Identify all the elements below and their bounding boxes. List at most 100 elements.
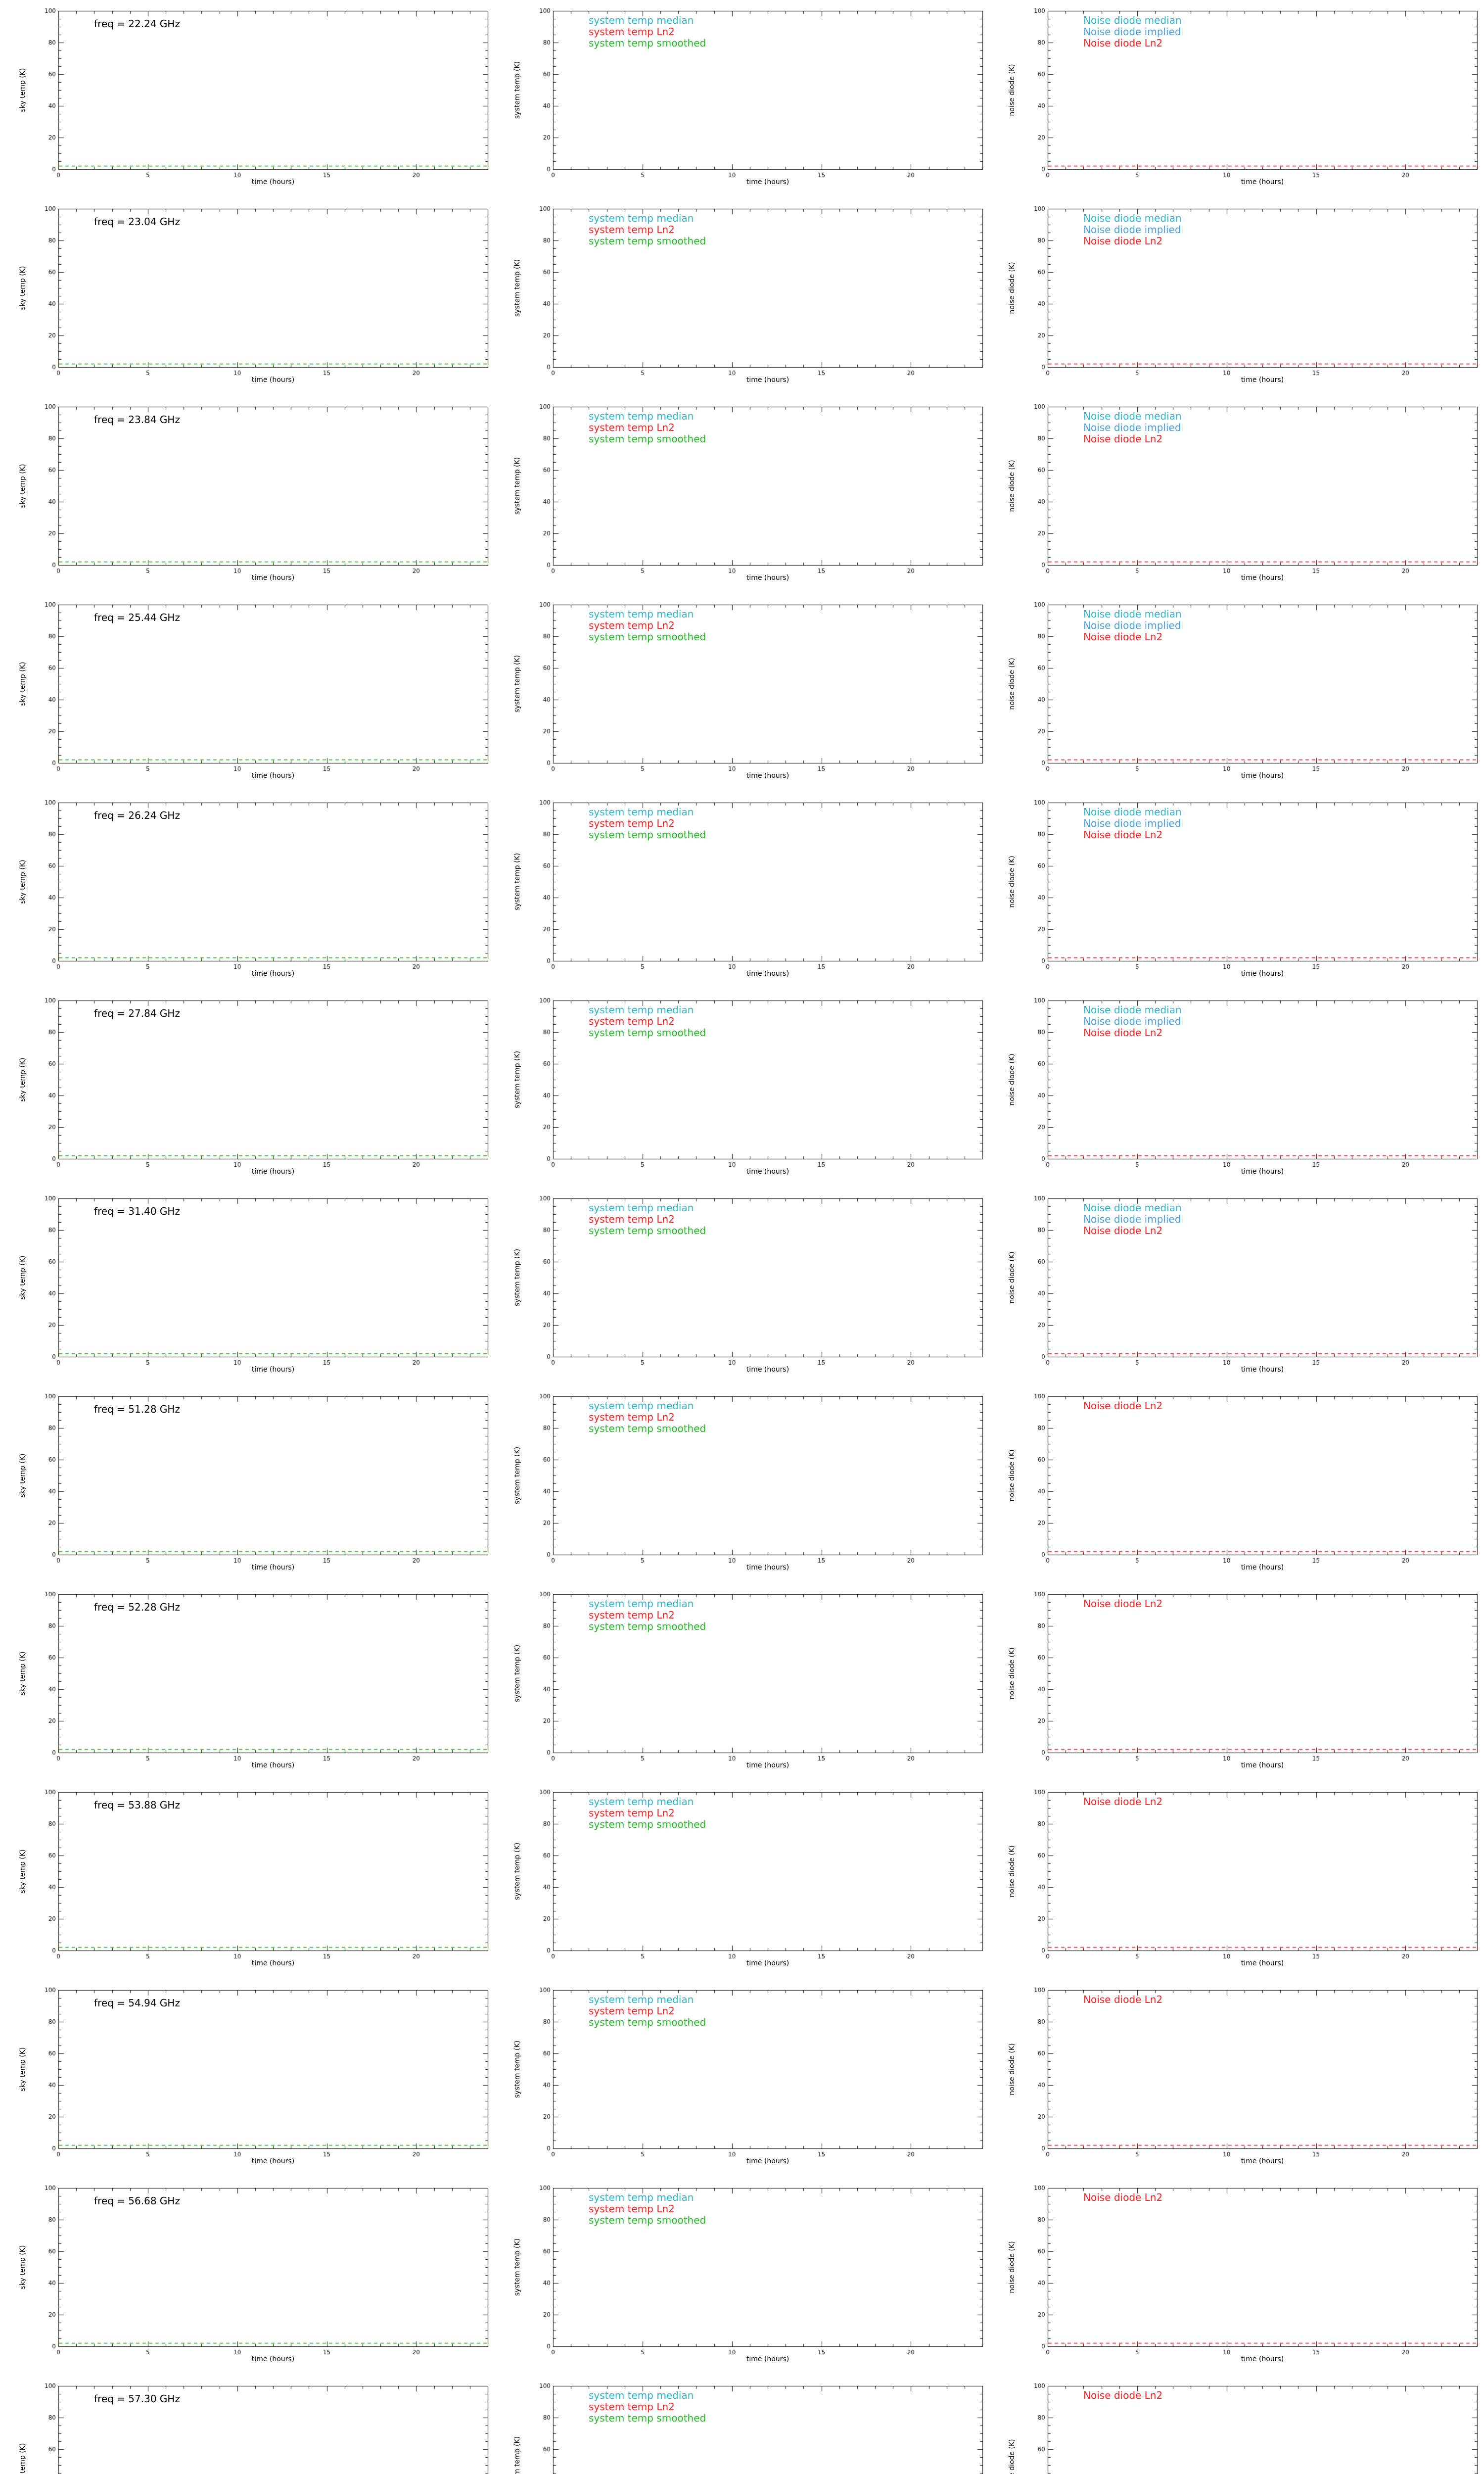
- plot-panel-mid-row13: system temp (K) time (hours) system temp…: [495, 2375, 989, 2474]
- plot-canvas: [989, 1583, 1484, 1781]
- legend-entry: system temp median: [589, 1400, 694, 1412]
- plot-legend: system temp median system temp Ln2 system …: [589, 1004, 706, 1039]
- legend-entry: system temp smoothed: [589, 829, 706, 841]
- plot-panel-mid-row7: system temp (K) time (hours) system temp…: [495, 1188, 989, 1385]
- legend-entry: Noise diode Ln2: [1083, 37, 1163, 49]
- y-axis-label: noise diode (K): [1008, 262, 1016, 314]
- plot-canvas: [0, 396, 495, 594]
- plot-panel-left-row4: sky temp (K) time (hours) freq = 25.44 G…: [0, 594, 495, 792]
- legend-entry: Noise diode Ln2: [1083, 235, 1163, 247]
- legend-entry: Noise diode median: [1083, 608, 1182, 620]
- plot-panel-mid-row5: system temp (K) time (hours) system temp…: [495, 792, 989, 990]
- x-axis-label: time (hours): [251, 178, 295, 186]
- y-axis-label: sky temp (K): [19, 662, 27, 706]
- plot-legend: Noise diode median Noise diode implied Noi…: [1083, 807, 1182, 841]
- legend-entry: Noise diode median: [1083, 212, 1182, 224]
- y-axis-label: noise diode (K): [1008, 1053, 1016, 1106]
- x-axis-label: time (hours): [746, 2355, 789, 2363]
- legend-entry: Noise diode Ln2: [1083, 2191, 1163, 2203]
- legend-entry: system temp smoothed: [589, 1225, 706, 1237]
- x-axis-label: time (hours): [251, 772, 295, 780]
- plot-panel-left-row8: sky temp (K) time (hours) freq = 51.28 G…: [0, 1385, 495, 1583]
- legend-entry: system temp Ln2: [589, 1411, 675, 1423]
- y-axis-label: sky temp (K): [19, 1453, 27, 1498]
- legend-entry: Noise diode median: [1083, 1004, 1182, 1016]
- legend-entry: system temp smoothed: [589, 37, 706, 49]
- x-axis-label: time (hours): [746, 1564, 789, 1571]
- plot-panel-mid-row4: system temp (K) time (hours) system temp…: [495, 594, 989, 792]
- plot-legend: Noise diode Ln2: [1083, 2390, 1162, 2401]
- legend-entry: system temp median: [589, 212, 694, 224]
- plot-legend: system temp median system temp Ln2 system …: [589, 1796, 706, 1830]
- plot-panel-right-row10: noise diode (K) time (hours) Noise diode…: [989, 1781, 1484, 1979]
- legend-entry: system temp smoothed: [589, 1818, 706, 1830]
- legend-entry: system temp Ln2: [589, 1015, 675, 1027]
- y-axis-label: sky temp (K): [19, 1849, 27, 1894]
- plot-canvas: [0, 594, 495, 792]
- x-axis-label: time (hours): [1241, 376, 1284, 384]
- plot-legend: Noise diode median Noise diode implied Noi…: [1083, 15, 1182, 49]
- plot-canvas: [989, 396, 1484, 594]
- y-axis-label: noise diode (K): [1008, 64, 1016, 116]
- y-axis-label: system temp (K): [513, 2040, 521, 2098]
- legend-entry: Noise diode median: [1083, 806, 1182, 818]
- plot-legend: Noise diode Ln2: [1083, 2192, 1162, 2203]
- x-axis-label: time (hours): [1241, 2157, 1284, 2165]
- legend-entry: system temp smoothed: [589, 2016, 706, 2028]
- plot-panel-left-row9: sky temp (K) time (hours) freq = 52.28 G…: [0, 1583, 495, 1781]
- plot-legend: Noise diode Ln2: [1083, 1994, 1162, 2005]
- x-axis-label: time (hours): [251, 970, 295, 978]
- plot-legend: system temp median system temp Ln2 system …: [589, 411, 706, 445]
- plot-legend: Noise diode Ln2: [1083, 1598, 1162, 1610]
- y-axis-label: noise diode (K): [1008, 1251, 1016, 1304]
- x-axis-label: time (hours): [251, 2157, 295, 2165]
- legend-entry: Noise diode implied: [1083, 619, 1181, 631]
- freq-label: freq = 22.24 GHz: [94, 18, 180, 30]
- plot-legend: system temp median system temp Ln2 system …: [589, 213, 706, 247]
- x-axis-label: time (hours): [251, 1959, 295, 1967]
- plot-canvas: [495, 396, 989, 594]
- freq-label: freq = 57.30 GHz: [94, 2393, 180, 2405]
- plot-canvas: [0, 1781, 495, 1979]
- plot-legend: system temp median system temp Ln2 system …: [589, 807, 706, 841]
- legend-entry: Noise diode Ln2: [1083, 1225, 1163, 1237]
- legend-entry: system temp median: [589, 1202, 694, 1214]
- legend-entry: Noise diode Ln2: [1083, 1027, 1163, 1039]
- legend-entry: system temp Ln2: [589, 2005, 675, 2017]
- y-axis-label: sky temp (K): [19, 2047, 27, 2092]
- x-axis-label: time (hours): [251, 376, 295, 384]
- plot-canvas: [495, 1781, 989, 1979]
- plot-canvas: [495, 1188, 989, 1385]
- plot-legend: system temp median system temp Ln2 system …: [589, 2192, 706, 2226]
- y-axis-label: sky temp (K): [19, 464, 27, 508]
- legend-entry: system temp median: [589, 1796, 694, 1808]
- legend-entry: system temp smoothed: [589, 2412, 706, 2424]
- plot-canvas: [0, 0, 495, 198]
- x-axis-label: time (hours): [1241, 1564, 1284, 1571]
- legend-entry: Noise diode implied: [1083, 817, 1181, 829]
- plot-legend: Noise diode median Noise diode implied Noi…: [1083, 609, 1182, 643]
- plot-panel-left-row7: sky temp (K) time (hours) freq = 31.40 G…: [0, 1188, 495, 1385]
- x-axis-label: time (hours): [251, 1761, 295, 1769]
- legend-entry: system temp smoothed: [589, 1027, 706, 1039]
- legend-entry: Noise diode Ln2: [1083, 1400, 1163, 1412]
- legend-entry: system temp median: [589, 410, 694, 422]
- y-axis-label: sky temp (K): [19, 2245, 27, 2289]
- legend-entry: Noise diode median: [1083, 14, 1182, 26]
- legend-entry: Noise diode Ln2: [1083, 2389, 1163, 2401]
- y-axis-label: sky temp (K): [19, 68, 27, 112]
- freq-label: freq = 53.88 GHz: [94, 1799, 180, 1811]
- y-axis-label: system temp (K): [513, 1446, 521, 1505]
- y-axis-label: system temp (K): [513, 2436, 521, 2474]
- plot-canvas: [0, 2177, 495, 2375]
- plot-canvas: [0, 1385, 495, 1583]
- plot-panel-right-row1: noise diode (K) time (hours) Noise diode…: [989, 0, 1484, 198]
- plot-canvas: [989, 1979, 1484, 2177]
- legend-entry: Noise diode median: [1083, 1202, 1182, 1214]
- y-axis-label: system temp (K): [513, 853, 521, 911]
- legend-entry: Noise diode implied: [1083, 1213, 1181, 1225]
- legend-entry: system temp smoothed: [589, 631, 706, 643]
- legend-entry: system temp median: [589, 1994, 694, 2005]
- x-axis-label: time (hours): [251, 1168, 295, 1176]
- plot-panel-mid-row3: system temp (K) time (hours) system temp…: [495, 396, 989, 594]
